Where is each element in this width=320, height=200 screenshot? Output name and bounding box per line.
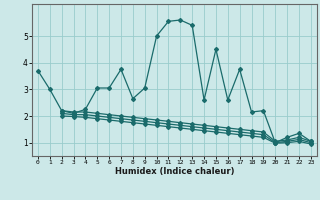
X-axis label: Humidex (Indice chaleur): Humidex (Indice chaleur) [115,167,234,176]
